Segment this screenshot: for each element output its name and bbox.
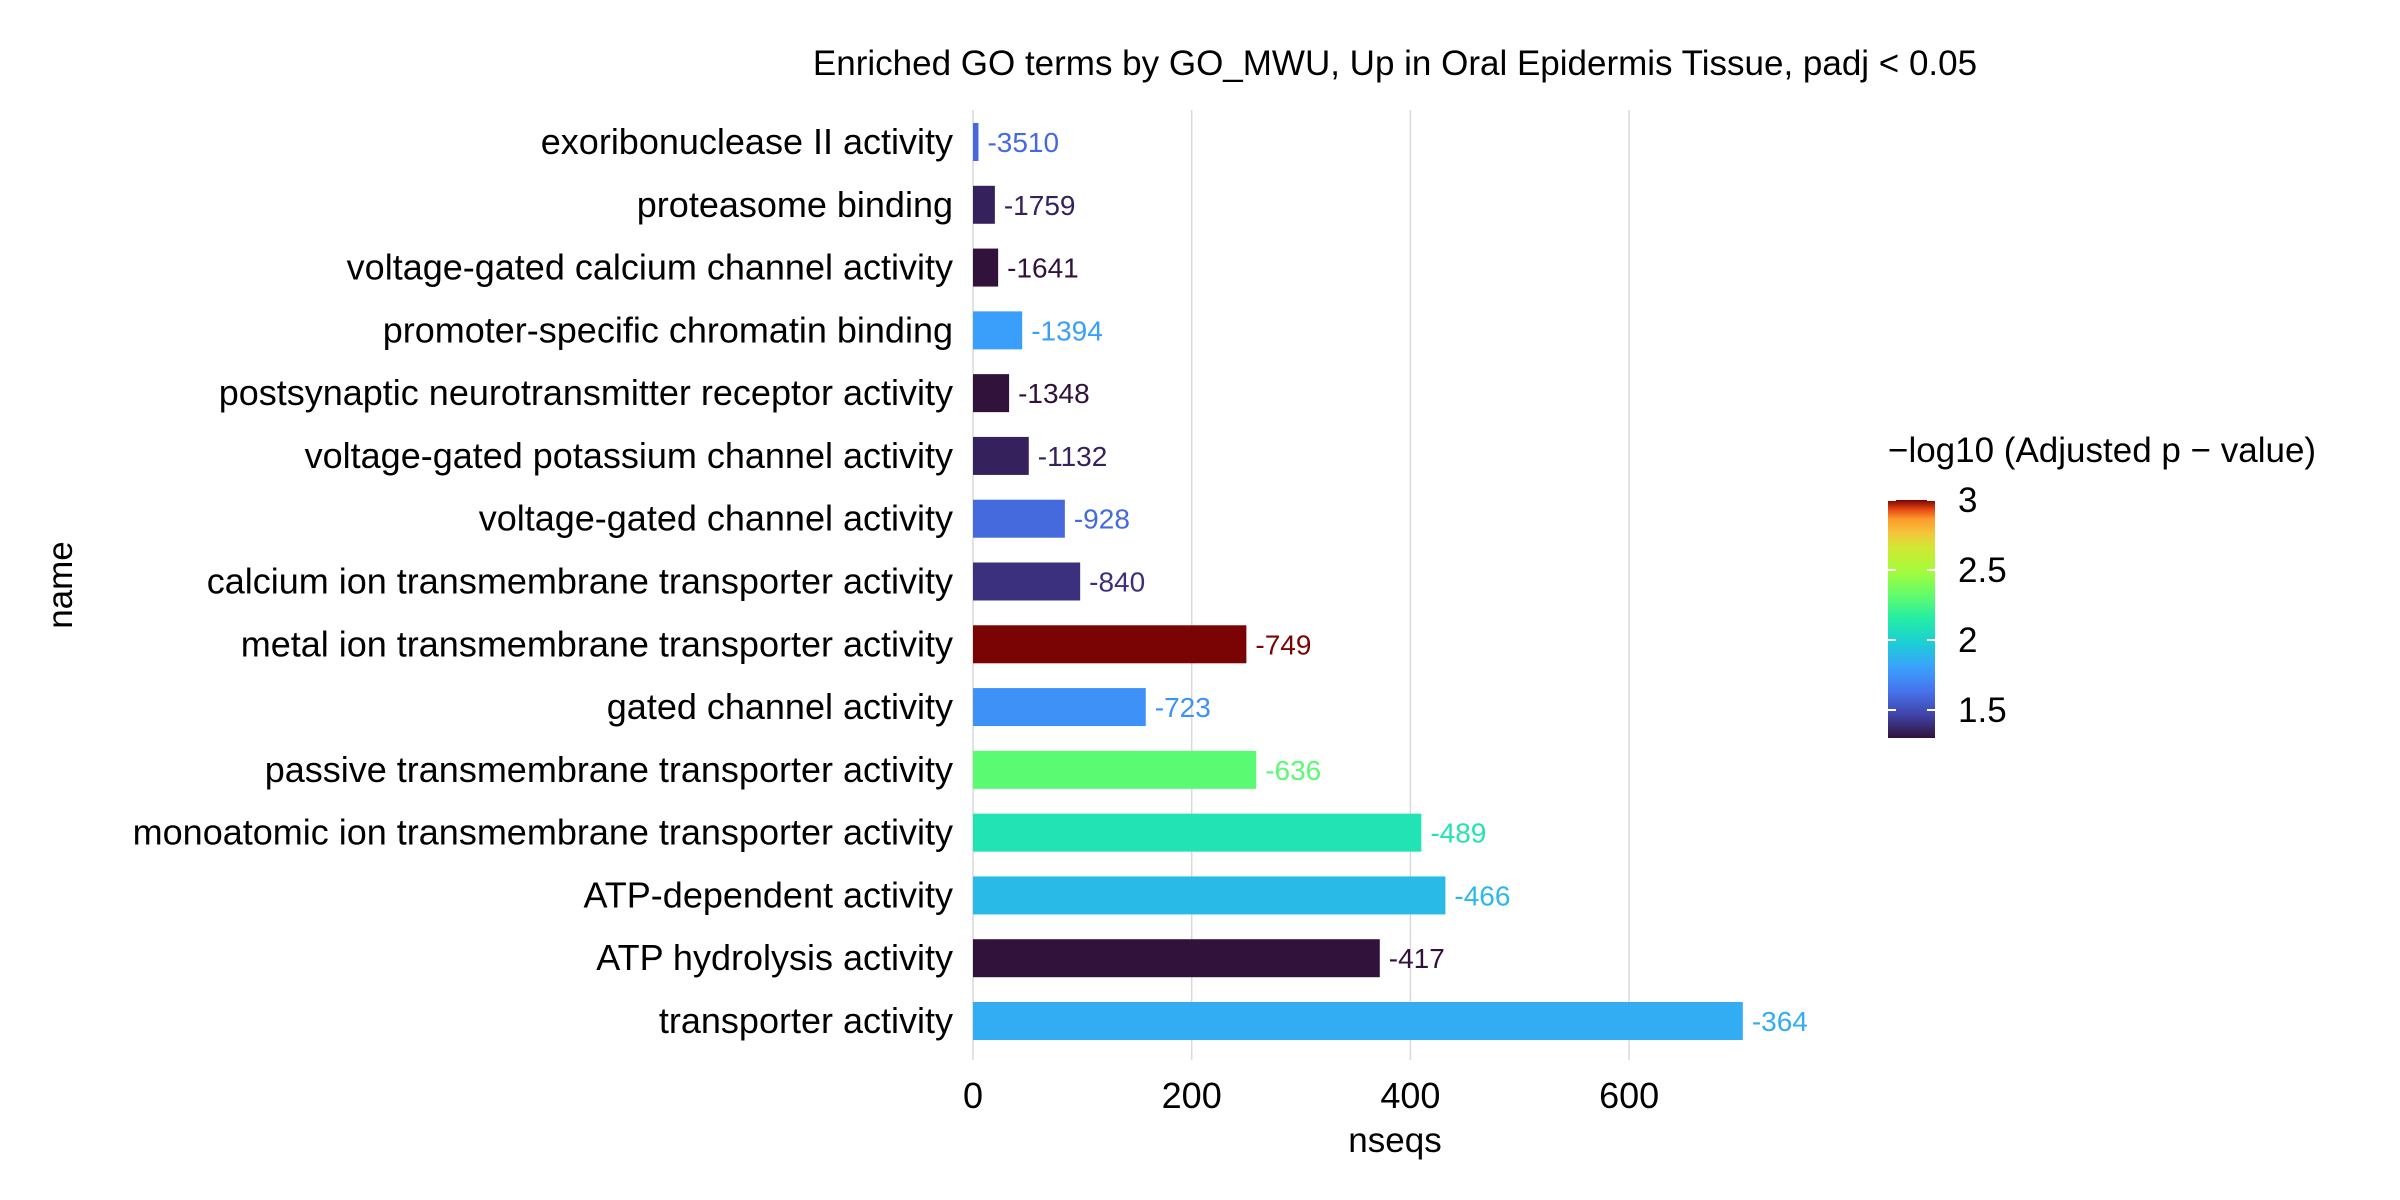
bar-2 xyxy=(973,185,995,224)
category-label-3: voltage-gated calcium channel activity xyxy=(347,247,953,288)
bar-5 xyxy=(973,374,1010,413)
bar-10 xyxy=(973,688,1146,727)
data-label-3: -1641 xyxy=(1007,253,1079,284)
bar-4 xyxy=(973,311,1023,350)
category-label-6: voltage-gated potassium channel activity xyxy=(305,435,953,476)
category-label-11: passive transmembrane transporter activi… xyxy=(265,749,953,790)
legend-colorbar xyxy=(1888,500,1935,738)
data-label-8: -840 xyxy=(1089,567,1145,598)
category-label-10: gated channel activity xyxy=(607,686,953,727)
data-label-10: -723 xyxy=(1155,692,1211,723)
chart-title: Enriched GO terms by GO_MWU, Up in Oral … xyxy=(813,44,1977,83)
category-label-9: metal ion transmembrane transporter acti… xyxy=(241,623,953,664)
bars xyxy=(973,123,1743,1040)
category-label-5: postsynaptic neurotransmitter receptor a… xyxy=(219,372,953,413)
legend-ticks: 1.5 2 2.5 3 xyxy=(1888,481,2007,730)
legend-tick-label-1.5: 1.5 xyxy=(1958,691,2007,730)
category-label-2: proteasome binding xyxy=(637,184,953,225)
category-label-13: ATP-dependent activity xyxy=(583,874,953,915)
bar-3 xyxy=(973,248,999,287)
bar-11 xyxy=(973,750,1257,789)
x-tick-label-0: 0 xyxy=(963,1075,983,1116)
x-axis-ticks: 0 200 400 600 xyxy=(963,1075,1659,1116)
data-label-13: -466 xyxy=(1454,880,1510,911)
category-label-8: calcium ion transmembrane transporter ac… xyxy=(207,561,953,602)
bar-12 xyxy=(973,813,1422,852)
data-label-11: -636 xyxy=(1265,755,1321,786)
bar-9 xyxy=(973,625,1247,664)
data-label-4: -1394 xyxy=(1031,315,1103,346)
data-label-6: -1132 xyxy=(1038,441,1108,472)
y-axis-title: name xyxy=(41,541,80,629)
legend-tick-label-2.5: 2.5 xyxy=(1958,551,2007,590)
data-label-2: -1759 xyxy=(1004,190,1076,221)
x-tick-label-200: 200 xyxy=(1162,1075,1222,1116)
bar-7 xyxy=(973,499,1065,538)
data-label-9: -749 xyxy=(1255,629,1311,660)
category-label-7: voltage-gated channel activity xyxy=(479,498,953,539)
data-label-14: -417 xyxy=(1389,943,1445,974)
bar-13 xyxy=(973,876,1446,915)
legend-tick-label-2: 2 xyxy=(1958,621,1977,660)
x-tick-label-400: 400 xyxy=(1380,1075,1440,1116)
category-labels: exoribonuclease II activity proteasome bi… xyxy=(133,121,953,1041)
category-label-1: exoribonuclease II activity xyxy=(541,121,953,162)
bar-15 xyxy=(973,1002,1743,1040)
data-labels: -3510 -1759 -1641 -1394 -1348 -1132 -928 -840 -7… xyxy=(987,127,1807,1037)
data-label-12: -489 xyxy=(1430,818,1486,849)
bar-1 xyxy=(973,123,979,161)
legend-title: −log10 (Adjusted p − value) xyxy=(1888,431,2316,470)
legend-tick-label-3: 3 xyxy=(1958,481,1977,520)
bar-6 xyxy=(973,436,1029,475)
category-label-15: transporter activity xyxy=(659,1000,953,1041)
data-label-5: -1348 xyxy=(1018,378,1090,409)
x-tick-label-600: 600 xyxy=(1599,1075,1659,1116)
color-legend: −log10 (Adjusted p − value) 1.5 2 2.5 3 xyxy=(1888,431,2316,738)
x-axis-title: nseqs xyxy=(1348,1121,1441,1160)
category-label-4: promoter-specific chromatin binding xyxy=(383,309,953,350)
category-label-14: ATP hydrolysis activity xyxy=(596,937,953,978)
bar-8 xyxy=(973,562,1081,601)
data-label-15: -364 xyxy=(1752,1006,1808,1037)
bar-14 xyxy=(973,939,1380,978)
data-label-7: -928 xyxy=(1074,504,1130,535)
data-label-1: -3510 xyxy=(987,127,1059,158)
category-label-12: monoatomic ion transmembrane transporter… xyxy=(133,812,953,853)
